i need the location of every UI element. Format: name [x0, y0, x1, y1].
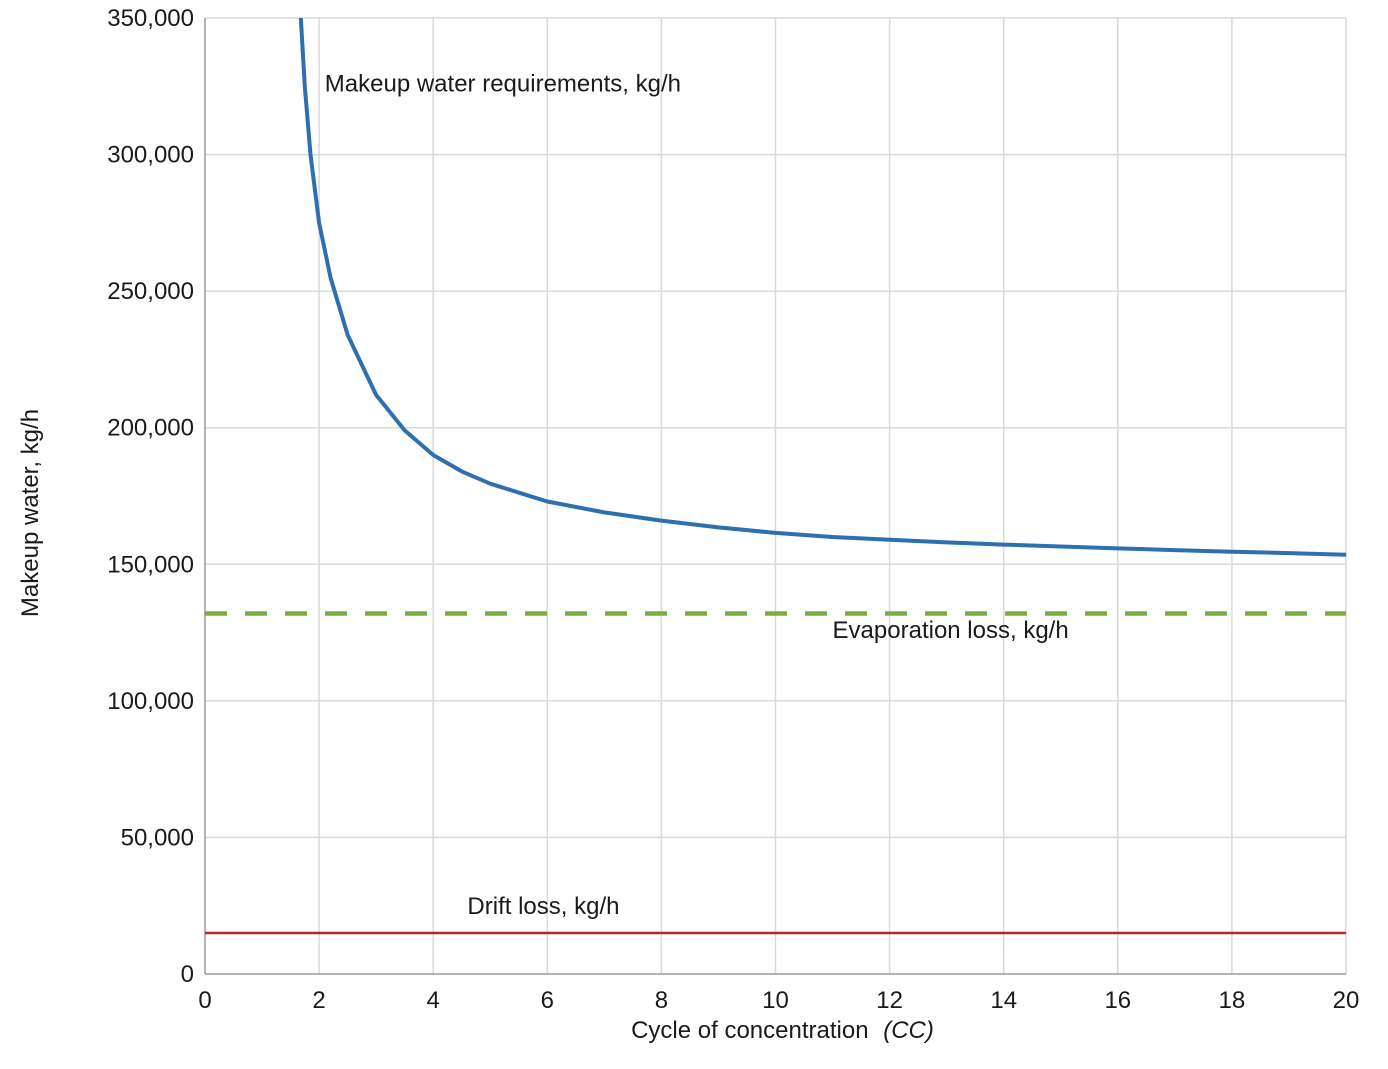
x-tick-label-1: 2 — [312, 987, 325, 1014]
y-tick-label-6: 300,000 — [107, 142, 194, 169]
x-axis-title-italic: (CC) — [883, 1017, 934, 1044]
x-tick-label-5: 10 — [762, 987, 789, 1014]
x-tick-label-2: 4 — [427, 987, 440, 1014]
y-tick-label-4: 200,000 — [107, 415, 194, 442]
series-label-1: Evaporation loss, kg/h — [833, 617, 1069, 644]
x-tick-label-7: 14 — [990, 987, 1017, 1014]
x-tick-label-10: 20 — [1333, 987, 1360, 1014]
y-tick-label-0: 0 — [181, 961, 194, 988]
series-group — [205, 17, 1347, 935]
y-tick-label-3: 150,000 — [107, 551, 194, 578]
y-tick-label-1: 50,000 — [121, 824, 194, 851]
annotations: Makeup water requirements, kg/h Evaporati… — [325, 71, 1069, 920]
y-tick-label-7: 350,000 — [107, 5, 194, 32]
y-tick-label-2: 100,000 — [107, 688, 194, 715]
series-label-0: Makeup water requirements, kg/h — [325, 71, 681, 98]
axes — [204, 18, 1346, 975]
series-label-2: Drift loss, kg/h — [467, 893, 619, 920]
x-axis-title-text: Cycle of concentration — [631, 1017, 868, 1044]
x-tick-label-0: 0 — [198, 987, 211, 1014]
tick-labels: 0 2 4 6 8 10 12 14 16 18 20 0 50,000 100,000 150,000 20… — [107, 5, 1359, 1014]
grid — [204, 17, 1347, 975]
x-tick-label-8: 16 — [1104, 987, 1131, 1014]
x-tick-label-4: 8 — [655, 987, 668, 1014]
x-tick-label-9: 18 — [1219, 987, 1246, 1014]
y-axis-title: Makeup water, kg/h — [17, 409, 44, 617]
x-tick-label-6: 12 — [876, 987, 903, 1014]
x-tick-label-3: 6 — [541, 987, 554, 1014]
series-line-0 — [298, 17, 1347, 557]
x-axis-title: Cycle of concentration (CC) — [631, 1017, 934, 1044]
y-tick-label-5: 250,000 — [107, 278, 194, 305]
